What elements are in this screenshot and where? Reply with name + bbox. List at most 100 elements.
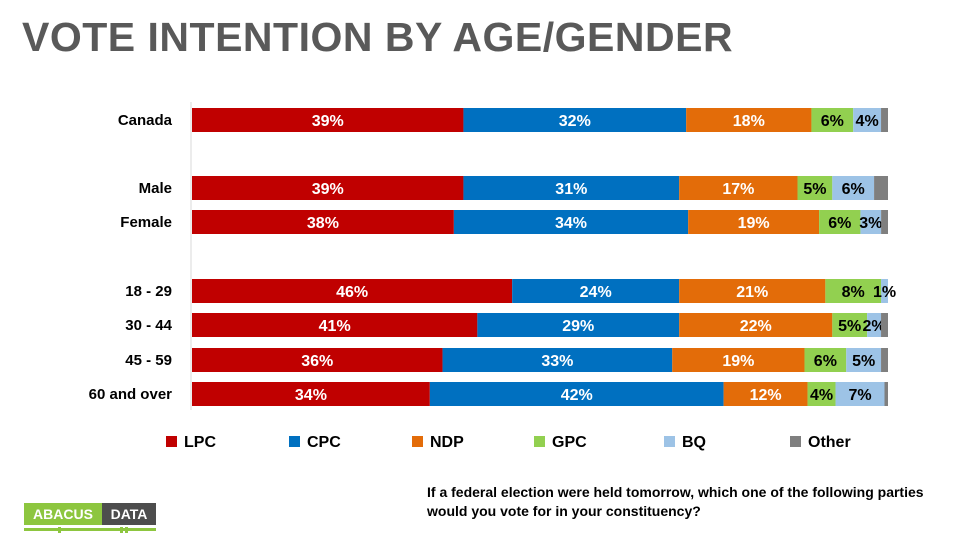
category-label-18-29: 18 - 29 bbox=[125, 283, 172, 300]
legend-swatch-bq bbox=[664, 436, 675, 447]
bar-segment-lpc-male bbox=[192, 176, 464, 200]
bar-segment-ndp-30-44 bbox=[679, 313, 833, 337]
data-label-lpc-45-59: 36% bbox=[301, 353, 333, 370]
logo-underline bbox=[24, 528, 156, 531]
legend-swatch-cpc bbox=[289, 436, 300, 447]
bar-segment-ndp-male bbox=[679, 176, 798, 200]
data-label-bq-18-29: 1% bbox=[873, 284, 896, 301]
data-label-bq-canada: 4% bbox=[856, 113, 879, 130]
legend-label-other: Other bbox=[808, 434, 851, 451]
data-label-gpc-female: 6% bbox=[828, 215, 851, 232]
data-label-cpc-canada: 32% bbox=[559, 113, 591, 130]
data-label-gpc-60-and-over: 4% bbox=[810, 387, 833, 404]
logo-text-right: DATA bbox=[102, 503, 156, 525]
data-label-lpc-30-44: 41% bbox=[319, 318, 351, 335]
bar-segment-other-male bbox=[874, 176, 888, 200]
data-label-gpc-18-29: 8% bbox=[842, 284, 865, 301]
legend-label-gpc: GPC bbox=[552, 434, 587, 451]
bar-segment-cpc-30-44 bbox=[477, 313, 680, 337]
data-label-cpc-45-59: 33% bbox=[541, 353, 573, 370]
bar-segment-cpc-male bbox=[463, 176, 680, 200]
bar-segment-lpc-canada bbox=[192, 108, 464, 132]
bar-segment-cpc-female bbox=[453, 210, 689, 234]
bar-segment-ndp-18-29 bbox=[679, 279, 826, 303]
data-label-lpc-60-and-over: 34% bbox=[295, 387, 327, 404]
data-label-lpc-male: 39% bbox=[312, 181, 344, 198]
data-label-ndp-18-29: 21% bbox=[736, 284, 768, 301]
category-label-30-44: 30 - 44 bbox=[125, 317, 172, 334]
bar-segment-lpc-60-and-over bbox=[192, 382, 430, 406]
page-title: VOTE INTENTION BY AGE/GENDER bbox=[22, 14, 734, 60]
category-label-45-59: 45 - 59 bbox=[125, 352, 172, 369]
data-label-ndp-60-and-over: 12% bbox=[750, 387, 782, 404]
data-label-lpc-canada: 39% bbox=[312, 113, 344, 130]
bar-segment-ndp-45-59 bbox=[672, 348, 805, 372]
data-label-ndp-45-59: 19% bbox=[722, 353, 754, 370]
logo-tick bbox=[58, 527, 61, 533]
category-label-female: Female bbox=[120, 214, 172, 231]
data-label-bq-female: 3% bbox=[859, 215, 882, 232]
bar-segment-cpc-60-and-over bbox=[429, 382, 724, 406]
category-label-60-and-over: 60 and over bbox=[89, 386, 173, 403]
data-label-lpc-18-29: 46% bbox=[336, 284, 368, 301]
bar-segment-bq-canada bbox=[853, 108, 882, 132]
bar-segment-gpc-canada bbox=[811, 108, 854, 132]
bar-segment-gpc-female bbox=[819, 210, 861, 234]
bar-segment-bq-male bbox=[832, 176, 875, 200]
data-label-ndp-30-44: 22% bbox=[740, 318, 772, 335]
stacked-bar-chart: Canada 39% 32% 18% 6% 4%Male 39% 31% 17% 5% 6%Fema… bbox=[89, 102, 896, 451]
data-label-cpc-30-44: 29% bbox=[562, 318, 594, 335]
bar-segment-gpc-male bbox=[797, 176, 833, 200]
data-label-gpc-male: 5% bbox=[803, 181, 826, 198]
data-label-cpc-male: 31% bbox=[555, 181, 587, 198]
bar-segment-ndp-female bbox=[688, 210, 820, 234]
bar-segment-bq-30-44 bbox=[867, 313, 882, 337]
legend-swatch-other bbox=[790, 436, 801, 447]
data-label-ndp-female: 19% bbox=[738, 215, 770, 232]
bar-segment-gpc-18-29 bbox=[825, 279, 882, 303]
bar-segment-other-canada bbox=[881, 108, 888, 132]
bar-segment-other-30-44 bbox=[881, 313, 888, 337]
category-label-male: Male bbox=[139, 180, 172, 197]
legend-label-lpc: LPC bbox=[184, 434, 216, 451]
bar-segment-other-female bbox=[881, 210, 888, 234]
bar-segment-lpc-30-44 bbox=[192, 313, 478, 337]
data-label-gpc-canada: 6% bbox=[821, 113, 844, 130]
data-label-cpc-female: 34% bbox=[555, 215, 587, 232]
bar-segment-ndp-canada bbox=[686, 108, 812, 132]
bar-segment-cpc-45-59 bbox=[442, 348, 673, 372]
category-label-canada: Canada bbox=[118, 112, 173, 129]
survey-question: If a federal election were held tomorrow… bbox=[427, 484, 924, 519]
data-label-bq-30-44: 2% bbox=[863, 318, 886, 335]
bar-segment-gpc-60-and-over bbox=[807, 382, 836, 406]
bar-segment-ndp-60-and-over bbox=[723, 382, 808, 406]
bar-segment-bq-18-29 bbox=[881, 279, 888, 303]
legend-label-bq: BQ bbox=[682, 434, 706, 451]
data-label-ndp-canada: 18% bbox=[733, 113, 765, 130]
data-label-cpc-60-and-over: 42% bbox=[561, 387, 593, 404]
logo-tick bbox=[125, 527, 128, 533]
data-label-bq-45-59: 5% bbox=[852, 353, 875, 370]
logo-tick bbox=[120, 527, 123, 533]
legend-swatch-ndp bbox=[412, 436, 423, 447]
bar-segment-gpc-45-59 bbox=[804, 348, 847, 372]
legend-swatch-lpc bbox=[166, 436, 177, 447]
abacus-data-logo: ABACUS DATA bbox=[24, 503, 156, 533]
bar-segment-other-60-and-over bbox=[884, 382, 888, 406]
bar-segment-lpc-45-59 bbox=[192, 348, 443, 372]
data-label-bq-60-and-over: 7% bbox=[848, 387, 871, 404]
data-label-lpc-female: 38% bbox=[307, 215, 339, 232]
bar-segment-lpc-female bbox=[192, 210, 454, 234]
logo-text-left: ABACUS bbox=[24, 503, 102, 525]
legend-swatch-gpc bbox=[534, 436, 545, 447]
bar-segment-cpc-canada bbox=[463, 108, 687, 132]
bar-segment-bq-45-59 bbox=[846, 348, 882, 372]
bar-segment-gpc-30-44 bbox=[832, 313, 868, 337]
bar-segment-bq-female bbox=[860, 210, 882, 234]
data-label-gpc-45-59: 6% bbox=[814, 353, 837, 370]
bar-segment-cpc-18-29 bbox=[512, 279, 680, 303]
bar-segment-other-45-59 bbox=[881, 348, 888, 372]
legend-label-cpc: CPC bbox=[307, 434, 341, 451]
data-label-ndp-male: 17% bbox=[722, 181, 754, 198]
data-label-cpc-18-29: 24% bbox=[580, 284, 612, 301]
